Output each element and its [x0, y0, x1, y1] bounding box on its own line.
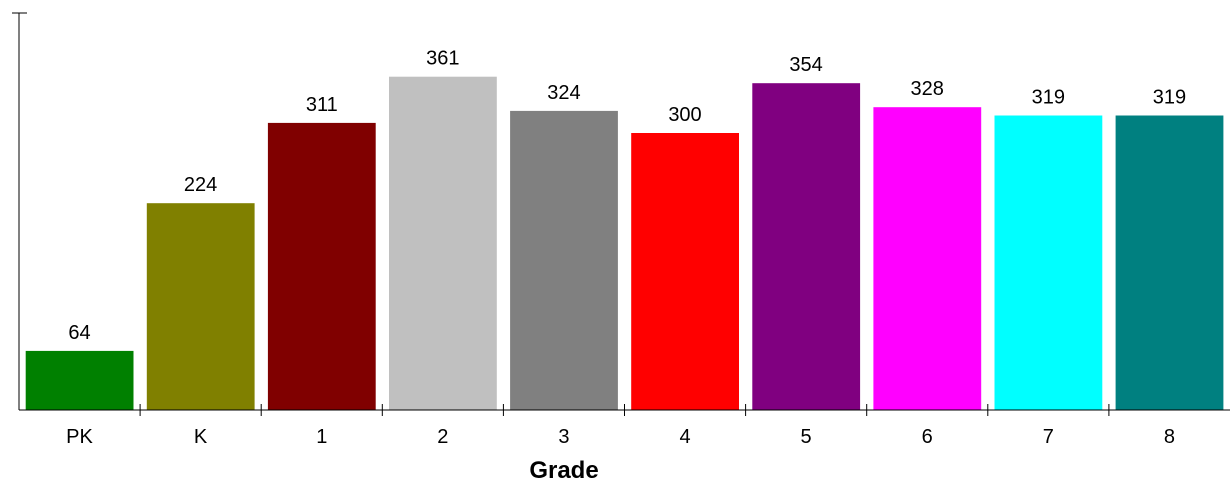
- data-label-k: 224: [184, 174, 217, 196]
- data-label-8: 319: [1153, 87, 1186, 109]
- x-axis-title: Grade: [529, 457, 598, 484]
- x-tick-label-k: K: [194, 426, 208, 448]
- x-axis-ticks: PK K 1 2 3 4 5 6 7 8: [66, 404, 1175, 448]
- data-label-4: 300: [668, 104, 701, 126]
- x-tick-label-pk: PK: [66, 426, 93, 448]
- data-label-1: 311: [306, 94, 338, 116]
- bar-2: [389, 76, 497, 410]
- x-tick-label-8: 8: [1164, 426, 1175, 448]
- x-tick-label-4: 4: [679, 426, 690, 448]
- plot-area: 64 224 311 361 324 300 354 328 319 319: [25, 48, 1224, 411]
- bar-1: [267, 122, 376, 411]
- bar-4: [631, 133, 739, 410]
- data-label-6: 328: [911, 78, 944, 100]
- x-tick-label-3: 3: [558, 426, 569, 448]
- bar-k: [146, 203, 255, 410]
- bar-3: [510, 110, 618, 411]
- bar-8: [1115, 115, 1224, 410]
- x-tick-label-2: 2: [437, 426, 448, 448]
- bar-6: [873, 107, 982, 410]
- x-tick-label-7: 7: [1043, 426, 1054, 448]
- data-label-pk: 64: [68, 322, 90, 344]
- data-label-5: 354: [789, 54, 822, 76]
- bar-7: [994, 115, 1103, 410]
- data-label-2: 361: [426, 48, 459, 70]
- x-tick-label-1: 1: [316, 426, 327, 448]
- x-tick-label-5: 5: [801, 426, 812, 448]
- x-tick-label-6: 6: [922, 426, 933, 448]
- data-label-7: 319: [1032, 87, 1065, 109]
- bar-5: [752, 83, 861, 410]
- bar-pk: [25, 350, 134, 410]
- data-label-3: 324: [547, 82, 580, 104]
